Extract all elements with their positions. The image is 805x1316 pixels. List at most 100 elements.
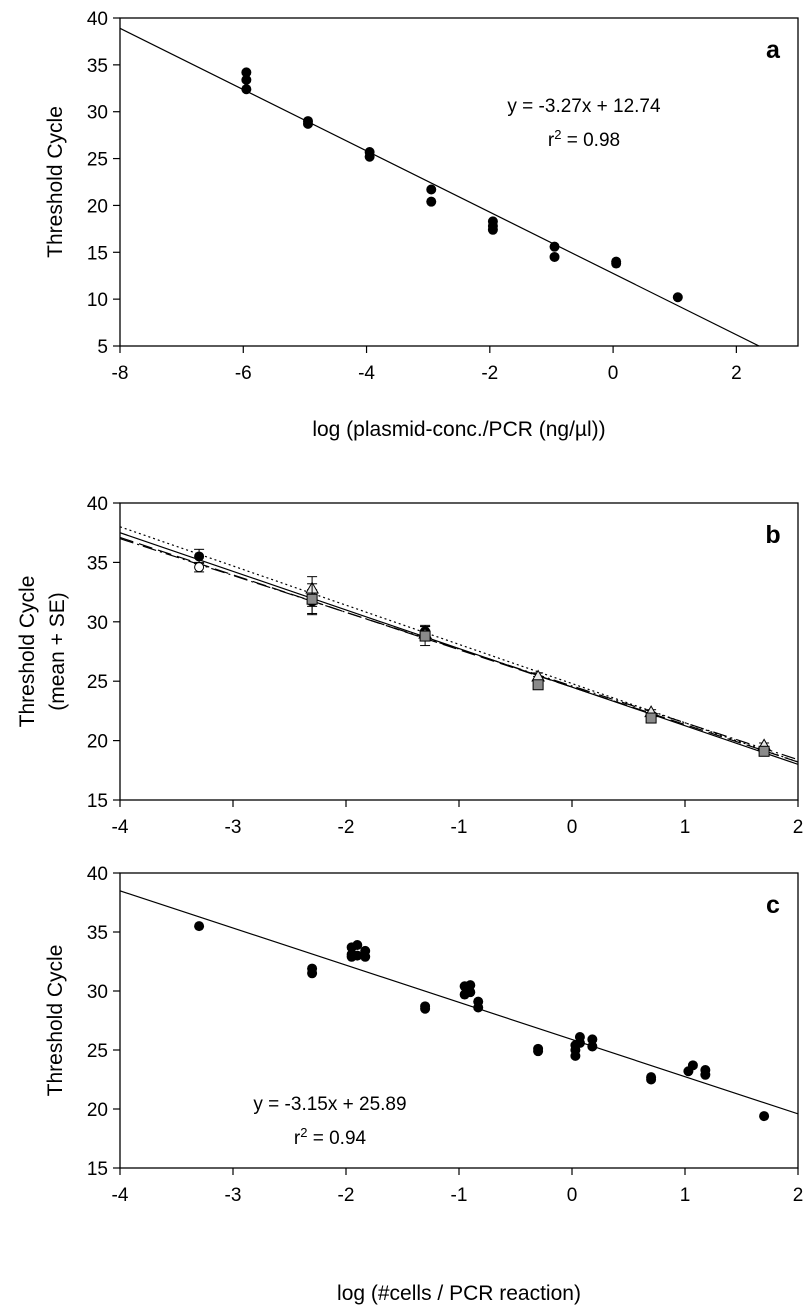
data-point bbox=[587, 1034, 598, 1045]
y-tick-label: 30 bbox=[87, 613, 108, 634]
x-tick-label: -4 bbox=[112, 1185, 129, 1206]
panel-label: b bbox=[765, 521, 780, 549]
y-axis-label-2: (mean + SE) bbox=[46, 592, 69, 710]
x-tick-label: 0 bbox=[608, 363, 619, 384]
x-tick-label: -3 bbox=[225, 817, 242, 838]
data-point bbox=[241, 74, 252, 85]
y-axis-label: Threshold Cycle bbox=[16, 576, 39, 728]
data-point bbox=[419, 630, 431, 642]
data-point bbox=[360, 951, 371, 962]
regression-line-dashdot bbox=[120, 538, 798, 761]
data-point bbox=[549, 251, 560, 262]
y-tick-label: 35 bbox=[87, 56, 108, 77]
x-tick-label: 0 bbox=[567, 1185, 578, 1206]
x-tick-label: 1 bbox=[680, 1185, 691, 1206]
plot-frame bbox=[119, 872, 799, 1169]
data-point bbox=[645, 712, 657, 724]
data-point bbox=[465, 987, 476, 998]
panel-c: -4 -3 -2 -1 0 1 2 15 20 25 30 35 40 log (#cells / PCR… bbox=[44, 864, 803, 1305]
equation-label: y = -3.15x + 25.89 bbox=[253, 1094, 406, 1115]
y-tick-label: 20 bbox=[87, 196, 108, 217]
y-tick-label: 15 bbox=[87, 243, 108, 264]
panel-b: -4 -3 -2 -1 0 1 2 15 20 25 30 35 40 Threshold Cycle (m… bbox=[16, 494, 803, 838]
y-tick-label: 35 bbox=[87, 553, 108, 574]
data-point bbox=[302, 118, 313, 129]
x-tick-label: -2 bbox=[338, 1185, 355, 1206]
regression-line-solid bbox=[120, 27, 761, 346]
x-tick-label: -1 bbox=[451, 817, 468, 838]
x-tick-label: 0 bbox=[567, 817, 578, 838]
y-tick-label: 15 bbox=[87, 1159, 108, 1180]
y-tick-label: 25 bbox=[87, 150, 108, 171]
r-squared-value: = 0.94 bbox=[307, 1128, 366, 1149]
data-point bbox=[570, 1050, 581, 1061]
y-tick-label: 10 bbox=[87, 290, 108, 311]
data-point bbox=[687, 1060, 698, 1071]
x-tick-label: 1 bbox=[680, 817, 691, 838]
data-point bbox=[574, 1037, 585, 1048]
y-tick-label: 20 bbox=[87, 732, 108, 753]
data-point bbox=[533, 1046, 544, 1057]
data-point bbox=[426, 196, 437, 207]
y-tick-label: 25 bbox=[87, 672, 108, 693]
data-point bbox=[487, 224, 498, 235]
data-point bbox=[758, 745, 770, 757]
data-point bbox=[646, 1074, 657, 1085]
x-tick-label: -3 bbox=[225, 1185, 242, 1206]
data-point bbox=[759, 1111, 770, 1122]
r-squared-prefix: r bbox=[294, 1128, 301, 1149]
y-tick-label: 40 bbox=[87, 9, 108, 30]
data-point bbox=[194, 921, 205, 932]
r-squared-label: r2 = 0.98 bbox=[548, 127, 620, 152]
data-point bbox=[465, 980, 476, 991]
data-point bbox=[420, 1003, 431, 1014]
y-axis-label: Threshold Cycle bbox=[44, 106, 67, 258]
data-point bbox=[700, 1069, 711, 1080]
x-axis-label: log (#cells / PCR reaction) bbox=[337, 1282, 581, 1305]
y-tick-label: 40 bbox=[87, 494, 108, 515]
y-tick-label: 30 bbox=[87, 982, 108, 1003]
x-tick-label: 2 bbox=[793, 817, 804, 838]
data-point bbox=[306, 593, 318, 605]
x-tick-label: -2 bbox=[481, 363, 498, 384]
data-point bbox=[549, 241, 560, 252]
data-point bbox=[241, 84, 252, 95]
y-tick-label: 25 bbox=[87, 1041, 108, 1062]
x-tick-label: -4 bbox=[358, 363, 375, 384]
data-point bbox=[587, 1041, 598, 1052]
data-point bbox=[611, 258, 622, 269]
y-tick-label: 5 bbox=[97, 337, 108, 358]
data-point bbox=[307, 968, 318, 979]
panel-label: a bbox=[766, 36, 781, 64]
y-tick-label: 40 bbox=[87, 864, 108, 885]
regression-line-solid bbox=[120, 890, 798, 1115]
x-tick-label: -4 bbox=[112, 817, 129, 838]
x-tick-label: -1 bbox=[451, 1185, 468, 1206]
r-squared-superscript: 2 bbox=[300, 1125, 307, 1140]
data-point bbox=[426, 184, 437, 195]
x-tick-label: -8 bbox=[112, 363, 129, 384]
x-tick-label: -6 bbox=[235, 363, 252, 384]
regression-line-solid bbox=[120, 532, 798, 765]
y-tick-label: 35 bbox=[87, 923, 108, 944]
equation-label: y = -3.27x + 12.74 bbox=[507, 96, 661, 117]
data-point bbox=[532, 679, 544, 691]
r-squared-label: r2 = 0.94 bbox=[294, 1125, 367, 1150]
x-tick-label: 2 bbox=[731, 363, 742, 384]
r-squared-value: = 0.98 bbox=[561, 130, 620, 151]
data-point bbox=[352, 950, 363, 961]
panel-label: c bbox=[766, 891, 780, 919]
regression-line-dashed bbox=[120, 536, 798, 763]
data-point bbox=[364, 151, 375, 162]
x-tick-label: -2 bbox=[338, 817, 355, 838]
y-tick-label: 30 bbox=[87, 103, 108, 124]
r-squared-prefix: r bbox=[548, 130, 555, 151]
data-point bbox=[194, 551, 205, 562]
data-point bbox=[672, 292, 683, 303]
data-point bbox=[241, 67, 252, 78]
plot-frame bbox=[119, 17, 799, 347]
plot-frame bbox=[119, 502, 799, 801]
x-axis-label: log (plasmid-conc./PCR (ng/µl)) bbox=[312, 418, 605, 441]
